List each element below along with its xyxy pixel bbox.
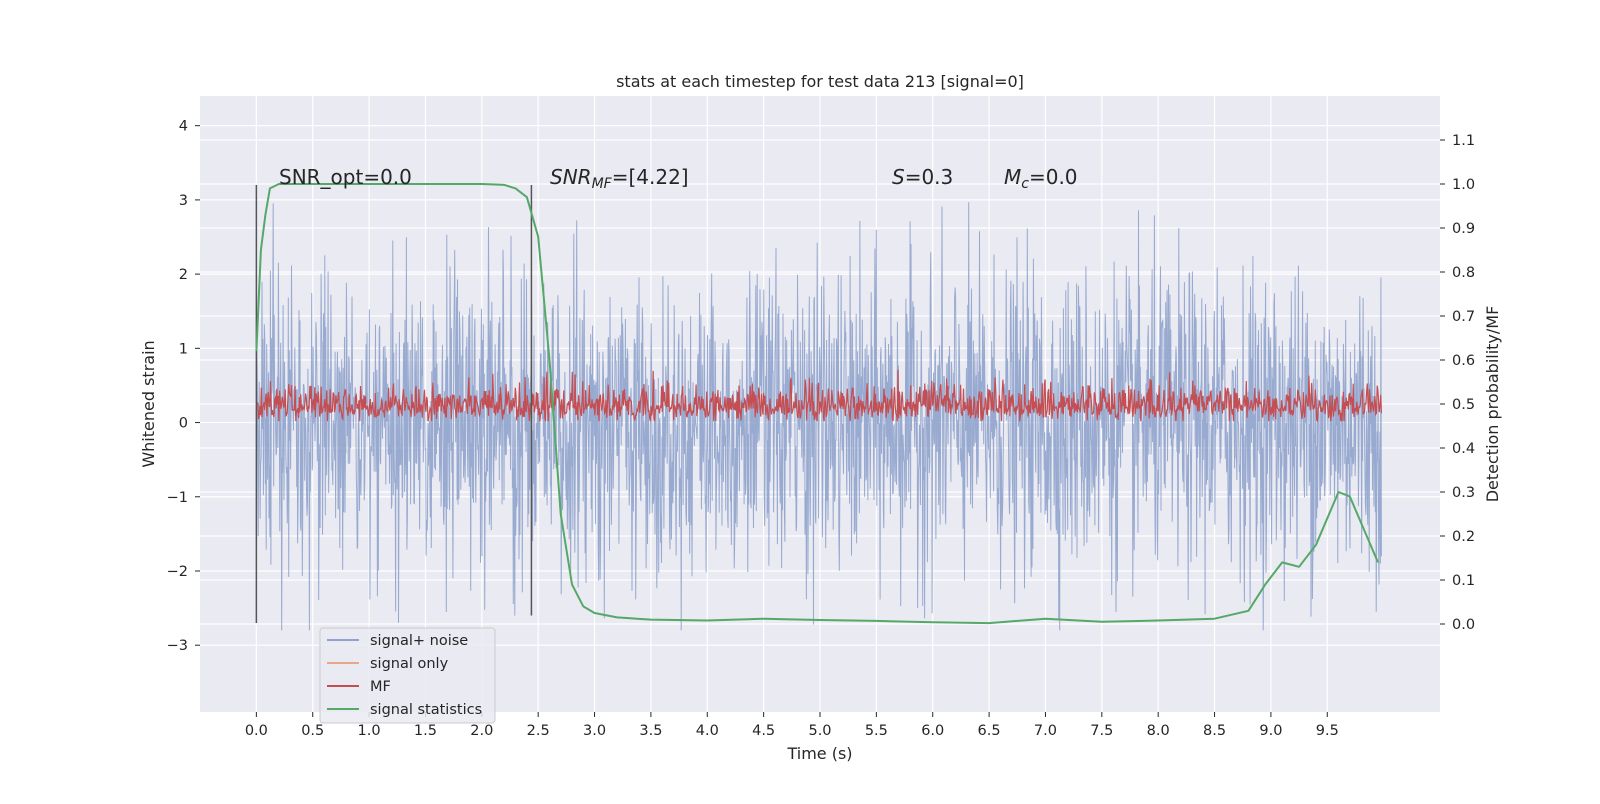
legend-label-signal-statistics: signal statistics	[370, 702, 482, 718]
ticks: 0.0 0.5 1.0 1.5 2.0 2.5 3.0 3.5 4.0 4.5 5.0 5.5 6.0 6…	[167, 119, 1475, 739]
annotation-mc: Mc=0.0	[1004, 165, 1078, 192]
x-tick-label: 8.0	[1147, 723, 1170, 739]
y-tick-label: 4	[179, 119, 188, 135]
y-tick-label: 1	[179, 341, 188, 357]
x-axis-label: Time (s)	[786, 744, 852, 763]
chart-title: stats at each timestep for test data 213…	[616, 72, 1024, 91]
y-tick-label: 2	[179, 267, 188, 283]
y-axis-label: Whitened strain	[139, 340, 158, 467]
x-tick-label: 6.5	[978, 723, 1001, 739]
x-tick-label: 7.5	[1090, 723, 1113, 739]
x-tick-label: 8.5	[1203, 723, 1226, 739]
x-tick-label: 3.0	[583, 723, 606, 739]
annotation-s: S=0.3	[892, 165, 953, 189]
legend-label-mf: MF	[370, 679, 391, 695]
series-signal-statistics	[255, 183, 1379, 625]
x-tick-label: 9.0	[1259, 723, 1282, 739]
y2-tick-label: 0.6	[1452, 353, 1475, 369]
annotation-snr-opt: SNR_opt=0.0	[279, 165, 412, 189]
y2-tick-label: 0.1	[1452, 573, 1475, 589]
series-signal-noise	[255, 202, 1382, 631]
annotation-snr-mf: SNRMF=[4.22]	[550, 165, 689, 192]
legend-label-signal-only: signal only	[370, 656, 449, 672]
legend-label-signal-noise: signal+ noise	[370, 633, 468, 649]
x-tick-label: 1.5	[414, 723, 437, 739]
x-tick-label: 0.5	[301, 723, 324, 739]
x-tick-label: 3.5	[639, 723, 662, 739]
mf-line	[255, 369, 1382, 422]
y-tick-label: −2	[167, 564, 188, 580]
legend-box	[319, 627, 496, 724]
y-tick-label: 3	[179, 193, 188, 209]
annotations: SNR_opt=0.0 SNRMF=[4.22] S=0.3 Mc=0.0	[279, 165, 1078, 192]
y2-tick-label: 0.9	[1452, 221, 1475, 237]
y2-tick-label: 1.1	[1452, 133, 1475, 149]
x-tick-label: 0.0	[245, 723, 268, 739]
y-tick-label: −1	[167, 490, 188, 506]
y2-tick-label: 1.0	[1452, 177, 1475, 193]
x-tick-label: 1.0	[358, 723, 381, 739]
y2-tick-label: 0.5	[1452, 397, 1475, 413]
y2-tick-label: 0.3	[1452, 485, 1475, 501]
y2-axis-label: Detection probability/MF	[1483, 306, 1502, 503]
x-tick-label: 2.0	[470, 723, 493, 739]
y-tick-label: 0	[179, 416, 188, 432]
x-tick-label: 5.5	[865, 723, 888, 739]
y2-tick-label: 0.0	[1452, 617, 1475, 633]
x-tick-label: 4.5	[752, 723, 775, 739]
x-tick-label: 9.5	[1316, 723, 1339, 739]
x-tick-label: 5.0	[808, 723, 831, 739]
y-tick-label: −3	[167, 638, 188, 654]
y2-tick-label: 0.8	[1452, 265, 1475, 281]
vertical-lines	[255, 185, 533, 623]
signal-noise-line	[255, 202, 1382, 631]
y2-tick-label: 0.4	[1452, 441, 1475, 457]
signal-statistics-line	[255, 183, 1379, 625]
x-tick-label: 2.5	[527, 723, 550, 739]
series-mf	[255, 369, 1382, 422]
x-tick-label: 7.0	[1034, 723, 1057, 739]
legend: signal+ noise signal only MF signal stat…	[319, 627, 496, 724]
x-tick-label: 6.0	[921, 723, 944, 739]
y2-tick-label: 0.2	[1452, 529, 1475, 545]
x-tick-label: 4.0	[696, 723, 719, 739]
y2-tick-label: 0.7	[1452, 309, 1475, 325]
